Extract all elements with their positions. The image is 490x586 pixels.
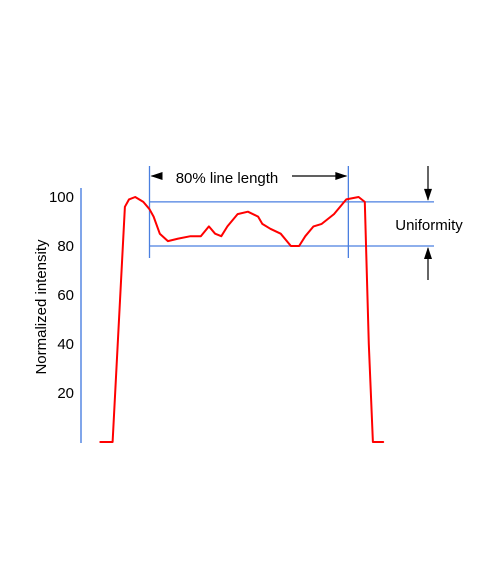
- series-layer: [99, 196, 385, 443]
- uniformity-arrowhead-top: [424, 188, 432, 201]
- annotation-layer: [148, 166, 434, 280]
- y-tick-label: 20: [57, 385, 74, 402]
- y-tick-label: 80: [57, 238, 74, 255]
- uniformity-arrowhead-bottom: [424, 247, 432, 259]
- y-tick-label: 40: [57, 336, 74, 353]
- line-length-label: 80% line length: [176, 170, 279, 187]
- y-tick-label: 100: [49, 189, 74, 206]
- intensity-series-line: [99, 196, 385, 443]
- uniformity-label: Uniformity: [395, 217, 463, 234]
- y-tick-label: 60: [57, 287, 74, 304]
- line-length-arrowhead-right: [335, 172, 348, 180]
- labels-layer: 80% line length Uniformity Normalized in…: [33, 170, 463, 402]
- y-axis-title: Normalized intensity: [33, 239, 50, 375]
- line-length-arrowhead-left: [150, 172, 163, 180]
